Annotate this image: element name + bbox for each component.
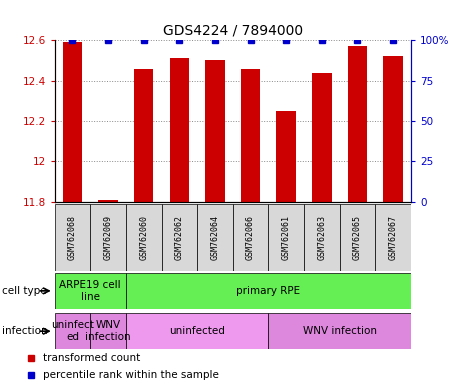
Bar (383, 56, 403, 202)
Bar (126, 204, 162, 271)
Bar (205, 60, 225, 202)
Text: WNV
infection: WNV infection (85, 320, 131, 342)
Bar (197, 204, 233, 271)
Text: GSM762060: GSM762060 (139, 215, 148, 260)
Text: GSM762062: GSM762062 (175, 215, 184, 260)
Text: GSM762063: GSM762063 (317, 215, 326, 260)
Bar (233, 204, 268, 271)
Bar (348, 46, 367, 202)
Text: cell type: cell type (2, 286, 47, 296)
Bar (90, 204, 126, 271)
Bar (55, 313, 90, 349)
Bar (162, 204, 197, 271)
Text: percentile rank within the sample: percentile rank within the sample (43, 369, 219, 379)
Bar (268, 204, 304, 271)
Bar (90, 313, 126, 349)
Text: GSM762064: GSM762064 (210, 215, 219, 260)
Text: ARPE19 cell
line: ARPE19 cell line (59, 280, 121, 302)
Bar (276, 111, 296, 202)
Bar (312, 73, 332, 202)
Bar (63, 42, 82, 202)
Bar (170, 58, 189, 202)
Bar (98, 200, 118, 202)
Bar (241, 68, 260, 202)
Text: GSM762069: GSM762069 (104, 215, 113, 260)
Text: transformed count: transformed count (43, 353, 140, 362)
Text: WNV infection: WNV infection (303, 326, 377, 336)
Bar (55, 273, 126, 309)
Bar (340, 204, 375, 271)
Bar (134, 68, 153, 202)
Title: GDS4224 / 7894000: GDS4224 / 7894000 (162, 24, 303, 38)
Text: uninfect
ed: uninfect ed (51, 320, 94, 342)
Text: GSM762065: GSM762065 (353, 215, 362, 260)
Text: GSM762067: GSM762067 (389, 215, 398, 260)
Text: infection: infection (2, 326, 48, 336)
Text: GSM762068: GSM762068 (68, 215, 77, 260)
Text: uninfected: uninfected (169, 326, 225, 336)
Bar (268, 313, 411, 349)
Text: GSM762066: GSM762066 (246, 215, 255, 260)
Bar (126, 273, 411, 309)
Bar (126, 313, 268, 349)
Bar (55, 204, 90, 271)
Text: GSM762061: GSM762061 (282, 215, 291, 260)
Bar (375, 204, 411, 271)
Text: primary RPE: primary RPE (237, 286, 300, 296)
Bar (304, 204, 340, 271)
